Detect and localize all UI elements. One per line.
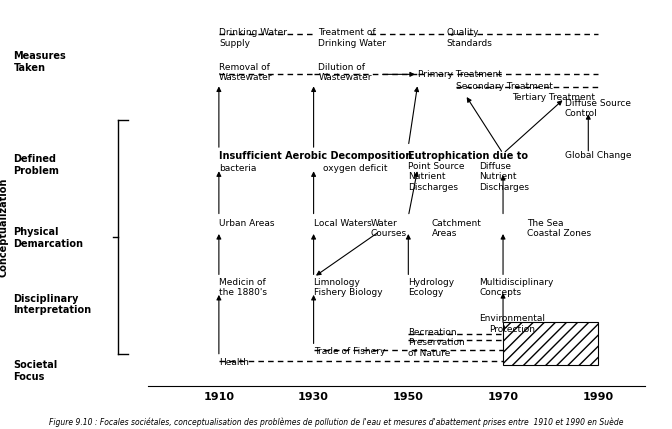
- Text: Secondary Treatment: Secondary Treatment: [456, 82, 552, 91]
- Text: Insufficient Aerobic Decomposition: Insufficient Aerobic Decomposition: [219, 151, 412, 161]
- Text: Health: Health: [219, 359, 249, 367]
- Text: Diffuse
Nutrient
Discharges: Diffuse Nutrient Discharges: [479, 162, 530, 192]
- Text: Water
Courses: Water Courses: [370, 219, 407, 239]
- Text: Treatment of
Drinking Water: Treatment of Drinking Water: [319, 28, 386, 48]
- Text: Quality
Standards: Quality Standards: [446, 28, 492, 48]
- Text: Hydrology
Ecology: Hydrology Ecology: [409, 278, 454, 297]
- Text: Removal of
Wastewater: Removal of Wastewater: [219, 63, 272, 82]
- Text: Point Source
Nutrient
Discharges: Point Source Nutrient Discharges: [409, 162, 465, 192]
- Text: Trade of Fishery: Trade of Fishery: [314, 347, 385, 356]
- Text: Measures
Taken: Measures Taken: [13, 51, 66, 73]
- Text: Physical
Demarcation: Physical Demarcation: [13, 227, 83, 249]
- Text: Defined
Problem: Defined Problem: [13, 154, 59, 176]
- Text: Disciplinary
Interpretation: Disciplinary Interpretation: [13, 294, 91, 315]
- Text: bacteria: bacteria: [219, 163, 256, 172]
- Text: Recreation
Preservation
of Nature: Recreation Preservation of Nature: [409, 328, 465, 358]
- Text: Environmental
Protection: Environmental Protection: [480, 314, 546, 334]
- Text: Eutrophication due to: Eutrophication due to: [409, 151, 528, 161]
- Text: Limnology
Fishery Biology: Limnology Fishery Biology: [314, 278, 382, 297]
- Text: Global Change: Global Change: [564, 151, 631, 160]
- Text: The Sea
Coastal Zones: The Sea Coastal Zones: [527, 219, 591, 239]
- Text: Medicin of
the 1880's: Medicin of the 1880's: [219, 278, 267, 297]
- Text: Urban Areas: Urban Areas: [219, 219, 274, 228]
- Text: oxygen deficit: oxygen deficit: [323, 163, 388, 172]
- Bar: [503, 322, 598, 365]
- Text: Local Waters: Local Waters: [314, 219, 372, 228]
- Text: Societal
Focus: Societal Focus: [13, 360, 58, 382]
- Text: Catchment
Areas: Catchment Areas: [432, 219, 482, 239]
- Text: Multidisciplinary
Concepts: Multidisciplinary Concepts: [479, 278, 554, 297]
- Text: Drinking Water
Supply: Drinking Water Supply: [219, 28, 287, 48]
- Text: Diffuse Source
Control: Diffuse Source Control: [564, 99, 630, 118]
- Text: Dilution of
Wastewater: Dilution of Wastewater: [319, 63, 372, 82]
- Text: Tertiary Treatment: Tertiary Treatment: [513, 93, 595, 102]
- Text: Primary Treatment: Primary Treatment: [418, 70, 502, 79]
- Text: Conceptualization: Conceptualization: [0, 178, 8, 277]
- Text: Figure 9.10 : Focales sociétales, conceptualisation des problèmes de pollution d: Figure 9.10 : Focales sociétales, concep…: [49, 417, 623, 427]
